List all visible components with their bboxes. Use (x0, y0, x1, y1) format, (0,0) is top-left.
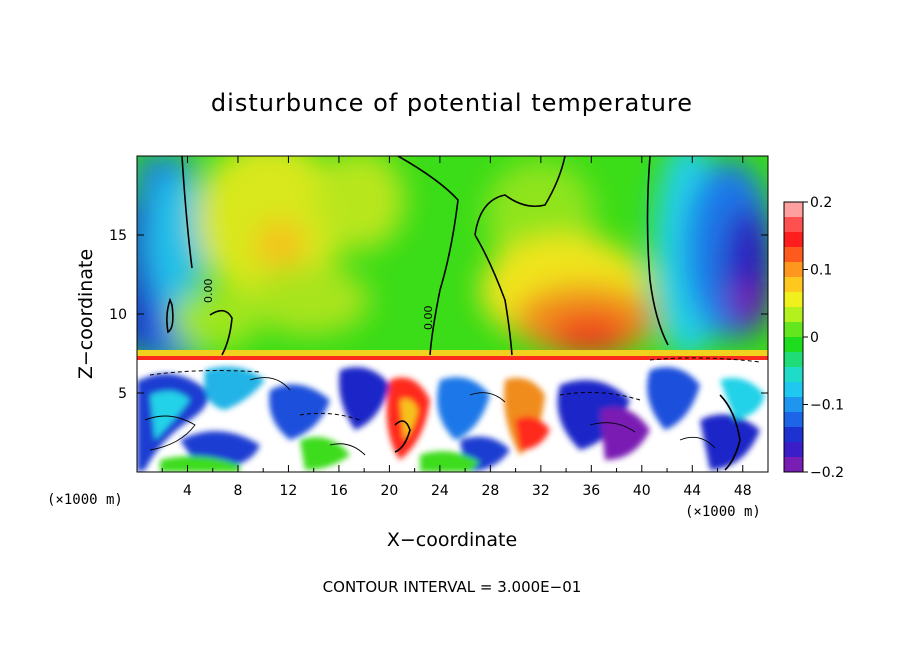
contour-label: 0.00 (422, 306, 435, 331)
y-axis-label: Z−coordinate (75, 249, 97, 379)
x-tick-label: 36 (582, 483, 600, 499)
contour-lines-dashed (149, 357, 761, 421)
x-tick-label: 12 (280, 483, 298, 499)
colorbar-tick-label: 0.1 (810, 263, 832, 279)
colorbar-band (784, 382, 803, 398)
y-axis: 5 10 15 (109, 228, 768, 402)
colorbar-band (784, 202, 803, 218)
colorbar-band (784, 337, 803, 353)
colorbar-band (784, 247, 803, 263)
x-tick-label: 28 (481, 483, 499, 499)
x-tick-label: 24 (431, 483, 449, 499)
colorbar-band (784, 457, 803, 473)
contour-lines (166, 156, 741, 471)
z-unit-label: (×1000 m) (47, 492, 123, 508)
chart-title: disturbunce of potential temperature (211, 89, 693, 117)
x-tick-label: 20 (380, 483, 398, 499)
colorbar-ticks: 0.2 0.1 0 −0.1 −0.2 (803, 195, 844, 481)
x-tick-label: 48 (734, 483, 752, 499)
colorbar-band (784, 307, 803, 323)
y-tick-label: 10 (109, 307, 127, 323)
colorbar-band (784, 292, 803, 308)
colorbar-tick-label: 0.2 (810, 195, 832, 211)
colorbar-band (784, 397, 803, 413)
x-tick-label: 8 (233, 483, 242, 499)
contour-labels: 0.00 0.00 (202, 279, 435, 331)
contour-lines-thin (144, 377, 716, 456)
contour-interval-note: CONTOUR INTERVAL = 3.000E−01 (323, 578, 582, 596)
colorbar-band (784, 232, 803, 248)
x-tick-label: 40 (633, 483, 651, 499)
plot-area (137, 156, 768, 472)
colorbar-bands (784, 202, 803, 473)
colorbar-band (784, 367, 803, 383)
x-axis: 4 8 12 16 20 24 28 32 36 40 44 48 (161, 156, 752, 499)
colorbar-band (784, 442, 803, 458)
colorbar-band (784, 427, 803, 443)
colorbar-band (784, 322, 803, 338)
x-unit-label: (×1000 m) (685, 504, 761, 520)
colorbar-band (784, 262, 803, 278)
colorbar: 0.2 0.1 0 −0.1 −0.2 (783, 195, 844, 481)
interface-band (137, 350, 768, 358)
colorbar-band (784, 352, 803, 368)
colorbar-tick-label: −0.2 (810, 465, 844, 481)
x-tick-label: 16 (330, 483, 348, 499)
y-tick-label: 5 (118, 386, 127, 402)
x-axis-label: X−coordinate (387, 529, 517, 551)
contour-label: 0.00 (202, 279, 215, 304)
x-tick-label: 44 (683, 483, 701, 499)
colorbar-band (784, 277, 803, 293)
x-tick-label: 32 (532, 483, 550, 499)
x-tick-label: 4 (183, 483, 192, 499)
upper-field (137, 156, 768, 361)
colorbar-tick-label: 0 (810, 330, 819, 346)
colorbar-band (784, 217, 803, 233)
colorbar-tick-label: −0.1 (810, 398, 844, 414)
colorbar-band (784, 412, 803, 428)
y-tick-label: 15 (109, 228, 127, 244)
